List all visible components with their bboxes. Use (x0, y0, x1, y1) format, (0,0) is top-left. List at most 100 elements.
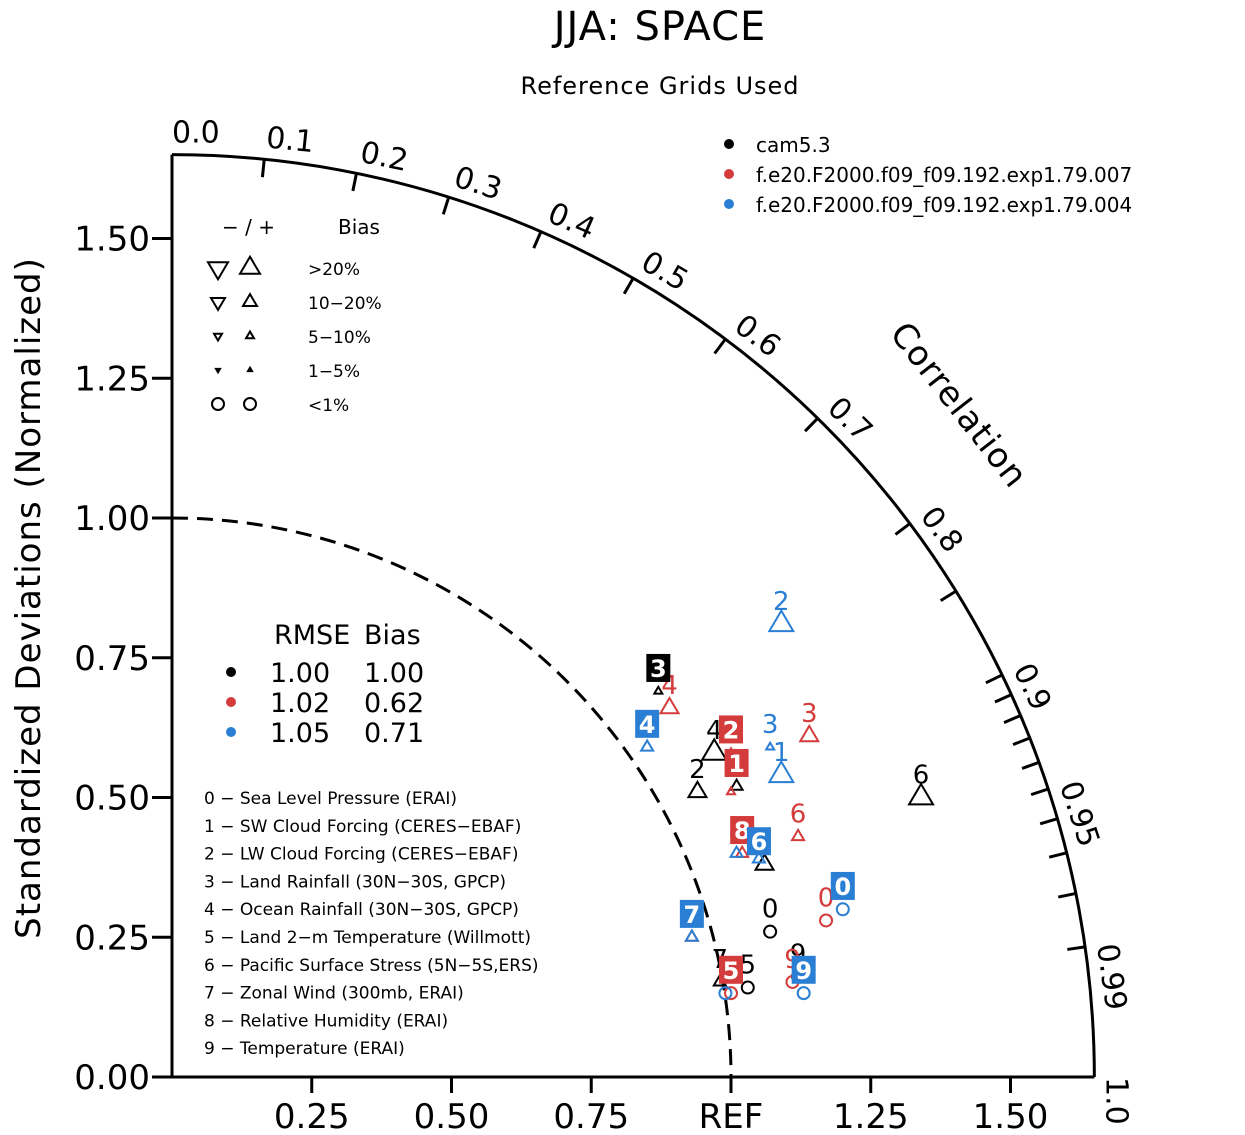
data-point-label: 8 (734, 817, 751, 845)
rmse-legend-rows: 1.00 1.001.02 0.621.05 0.71 (226, 658, 424, 749)
correlation-tick-label: 1.0 (1098, 1077, 1133, 1125)
variable-list-item: 1 − SW Cloud Forcing (CERES−EBAF) (204, 817, 521, 837)
correlation-tick-label: 0.95 (1052, 777, 1106, 851)
y-tick-label: 1.50 (74, 220, 150, 260)
rmse-legend-bias: 0.71 (364, 718, 424, 749)
correlation-tick-label: 0.5 (635, 244, 694, 298)
bias-legend: − / + Bias >20% 10−20% 5−10% 1−5% <1% (206, 215, 382, 416)
bias-legend-label: <1% (308, 396, 349, 416)
correlation-tick (894, 522, 911, 536)
data-point (907, 782, 935, 806)
correlation-tick-label: 0.9 (1006, 658, 1058, 716)
variable-list-item: 2 − LW Cloud Forcing (CERES−EBAF) (204, 845, 518, 865)
rmse-legend-rmse: 1.00 (270, 658, 330, 689)
reference-arc (171, 516, 733, 1078)
correlation-tick (1067, 945, 1086, 951)
data-point (767, 608, 796, 633)
data-point-label: 4 (639, 711, 656, 739)
data-point-label-box (719, 955, 743, 984)
data-point (835, 902, 850, 917)
rmse-legend-dot (226, 667, 236, 677)
data-point (764, 740, 776, 751)
series-legend-dot (724, 199, 734, 209)
y-tick-label: 0.50 (74, 779, 150, 819)
variable-list-item: 4 − Ocean Rainfall (30N−30S, GPCP) (204, 900, 519, 920)
rmse-legend-rmse: 1.05 (270, 718, 330, 749)
data-point (718, 986, 733, 1001)
y-tick-label: 0.75 (74, 639, 150, 679)
data-point-label: 6 (790, 800, 807, 830)
bias-legend-negative-marker (212, 332, 224, 343)
correlation-tick-label: 0.2 (357, 135, 411, 179)
data-point-label: 1 (728, 750, 745, 778)
data-point (751, 850, 767, 864)
data-point (684, 928, 700, 942)
series-legend-dot (724, 139, 734, 149)
bias-legend-label: 5−10% (308, 328, 371, 348)
correlation-tick (1021, 760, 1040, 770)
rmse-legend-bias: 1.00 (364, 658, 424, 689)
bias-legend-negative-marker (211, 397, 225, 411)
data-point (700, 737, 728, 761)
rmse-legend-rmse: 1.02 (270, 688, 330, 719)
chart-title: JJA: SPACE (551, 4, 767, 50)
correlation-tick (713, 338, 727, 355)
bias-legend-label: 10−20% (308, 294, 382, 314)
data-point (639, 738, 655, 752)
x-tick-label: 1.25 (833, 1097, 909, 1135)
rmse-legend: RMSE Bias 1.00 1.001.02 0.621.05 0.71 (226, 620, 424, 749)
data-point (725, 785, 737, 796)
series-legend-label: f.e20.F2000.f09_f09.192.exp1.79.007 (756, 163, 1132, 187)
rmse-legend-bias: 0.62 (364, 688, 424, 719)
data-point-label: 1 (773, 738, 790, 768)
data-point-label: 9 (795, 957, 812, 985)
correlation-tick-label: 0.8 (913, 500, 970, 559)
data-point-label: 3 (650, 655, 667, 683)
bias-legend-header: − / + (222, 215, 275, 239)
data-point (796, 986, 811, 1001)
data-point (767, 759, 796, 784)
data-point-label-box (724, 748, 749, 777)
correlation-tick (1057, 891, 1077, 899)
outer-arc (171, 153, 1096, 1078)
x-tick-label: 0.50 (414, 1097, 490, 1135)
correlation-tick (351, 172, 358, 192)
y-tick-label: 1.00 (74, 499, 150, 539)
data-point-label: 0 (818, 883, 835, 913)
bias-legend-label: 1−5% (308, 362, 360, 382)
axes: 0.25 0.50 0.75 REF 1.25 1.500.000.250.500.751… (74, 116, 1133, 1135)
data-point (728, 844, 745, 858)
data-point (652, 684, 665, 695)
data-point (658, 695, 681, 715)
y-tick-label: 1.25 (74, 359, 150, 399)
y-tick-label: 0.00 (74, 1058, 150, 1098)
bias-legend-positive-marker (241, 292, 259, 308)
correlation-tick (1048, 851, 1068, 859)
y-axis-label: Standardized Deviations (Normalized) (9, 257, 49, 939)
bias-legend-positive-marker (238, 254, 262, 275)
rmse-legend-header-rmse: RMSE (274, 620, 350, 651)
rmse-legend-header-bias: Bias (364, 620, 421, 651)
correlation-tick (994, 693, 1012, 704)
correlation-tick-label: 0.0 (172, 116, 220, 151)
x-tick-label: 1.50 (973, 1097, 1049, 1135)
rmse-legend-dot (226, 727, 236, 737)
bias-legend-positive-marker (244, 329, 256, 340)
data-point (740, 980, 755, 995)
data-point-label: 2 (723, 716, 740, 744)
correlation-tick (1003, 714, 1022, 724)
rmse-legend-dot (226, 697, 236, 707)
correlation-tick (1039, 817, 1058, 826)
correlation-tick (1012, 736, 1031, 746)
data-point-label-box (746, 827, 771, 856)
correlation-tick-label: 0.4 (543, 196, 601, 247)
y-tick-label: 0.25 (74, 918, 150, 958)
x-tick-label: 0.75 (553, 1097, 629, 1135)
data-point-label-box (791, 955, 816, 984)
correlation-tick (260, 159, 266, 178)
bias-legend-header-right: Bias (338, 215, 380, 239)
series-legend-label: f.e20.F2000.f09_f09.192.exp1.79.004 (756, 193, 1132, 217)
data-point-label: 6 (913, 761, 930, 791)
data-point-label-box (635, 709, 660, 738)
